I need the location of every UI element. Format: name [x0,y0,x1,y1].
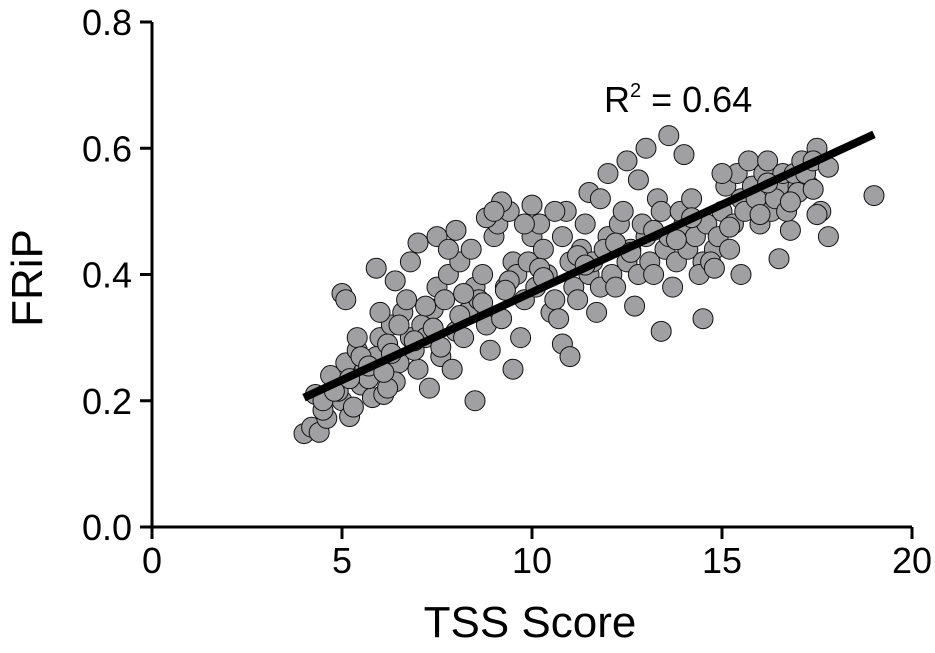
data-point [532,238,554,260]
data-point [437,238,459,260]
data-point [396,289,418,311]
x-axis-title: TSS Score [424,598,637,647]
data-point [335,289,357,311]
data-point [559,346,581,368]
data-point [399,251,421,273]
data-point [681,188,703,210]
data-point [483,200,505,222]
regression-line [302,130,876,402]
x-tick-label: 15 [702,540,742,581]
data-point [635,137,657,159]
data-point [612,200,634,222]
data-point [589,188,611,210]
x-tick-label: 10 [512,540,552,581]
data-point [768,248,790,270]
y-tick-label: 0.0 [82,507,132,548]
data-point [616,150,638,172]
data-point [650,320,672,342]
data-point [730,264,752,285]
data-point [863,185,885,207]
points-layer [293,125,885,445]
data-point [574,213,596,235]
data-point [544,289,566,311]
data-point [441,358,463,380]
data-point [719,216,741,238]
data-point [624,295,646,317]
data-point [384,270,406,292]
data-point [434,289,456,311]
ticks-layer: 0 5 10 15 20 0.0 0.2 0.4 0.6 0.8 [82,2,932,581]
x-tick-label: 5 [332,540,352,581]
data-point [418,377,440,399]
data-point [407,232,429,254]
data-point [597,163,619,184]
data-point [749,204,771,226]
data-point [521,194,543,216]
r-squared-value: = 0.64 [641,79,752,120]
data-point [460,238,482,260]
r-squared-annotation: R2 = 0.64 [604,79,752,120]
data-point [369,301,391,323]
r-squared-prefix: R [604,79,630,120]
y-tick-label: 0.6 [82,128,132,169]
data-point [719,238,741,260]
data-point [817,226,839,248]
data-point [502,358,524,380]
data-point [673,144,695,166]
data-point [567,289,589,311]
data-point [806,204,828,226]
data-point [472,264,494,285]
y-tick-label: 0.4 [82,255,132,296]
data-point [627,169,649,191]
data-point [802,178,824,200]
y-axis-title: FRiP [3,229,52,327]
data-point [779,191,801,213]
data-point [513,213,535,235]
data-point [544,200,566,222]
data-point [662,276,684,298]
data-point [779,219,801,241]
data-point [586,301,608,323]
r-squared-superscript: 2 [630,80,641,102]
data-point [346,327,368,349]
x-tick-label: 0 [142,540,162,581]
data-point [388,314,410,336]
data-point [453,282,475,304]
y-tick-label: 0.8 [82,2,132,43]
data-point [692,308,714,330]
data-point [407,358,429,380]
data-point [551,226,573,248]
data-point [650,200,672,222]
data-point [548,308,570,330]
data-point [342,396,364,418]
data-point [415,295,437,317]
data-point [464,390,486,412]
data-point [703,257,725,279]
data-point [643,264,665,285]
data-point [658,125,680,147]
data-point [365,257,387,279]
data-point [757,150,779,172]
y-tick-label: 0.2 [82,381,132,422]
data-point [711,163,733,184]
data-point [605,276,627,298]
data-point [510,327,532,349]
x-tick-label: 20 [892,540,932,581]
data-point [479,339,501,361]
data-point [445,219,467,241]
